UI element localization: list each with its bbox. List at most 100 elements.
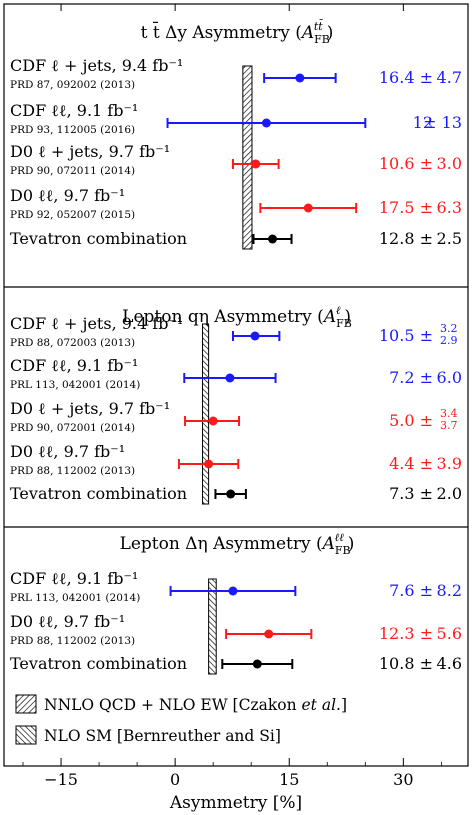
x-tick-label: 15	[279, 770, 299, 789]
legend-swatch-nlo	[15, 725, 37, 745]
central-value-point	[204, 459, 214, 469]
x-tick-label: −15	[44, 770, 78, 789]
measurement-label: CDF ℓℓ, 9.1 fb⁻¹	[10, 356, 138, 375]
measurement-label: D0 ℓℓ, 9.7 fb⁻¹	[10, 612, 125, 631]
measurement-row: D0 ℓ + jets, 9.7 fb⁻¹ PRD 90, 072011 (201…	[10, 142, 462, 177]
measurement-label: D0 ℓ + jets, 9.7 fb⁻¹	[10, 399, 170, 418]
measurement-reference: PRD 90, 072011 (2014)	[10, 165, 135, 177]
error-down-text: 2.9	[440, 334, 458, 347]
value-text: 10.5 ±	[379, 326, 433, 345]
panel-separators	[4, 286, 468, 528]
measurement-reference: PRD 92, 052007 (2015)	[10, 209, 135, 221]
measurement-label: Tevatron combination	[10, 484, 187, 503]
error-text: 8.2	[437, 581, 462, 600]
central-value-point	[250, 331, 260, 341]
measurement-row: CDF ℓ + jets, 9.4 fb⁻¹ PRD 87, 092002 (20…	[10, 56, 462, 91]
measurement-row: CDF ℓℓ, 9.1 fb⁻¹ PRL 113, 042001 (2014) 7.…	[10, 569, 462, 604]
error-text: ± 13	[423, 113, 462, 132]
measurement-row: D0 ℓℓ, 9.7 fb⁻¹ PRD 88, 112002 (2013) 4.4 …	[10, 442, 462, 477]
error-text: 4.6	[437, 654, 462, 673]
central-value-point	[251, 159, 261, 169]
panel-title: t t̄ Δy Asymmetry (AFBtt̄)	[141, 20, 334, 46]
measurement-reference: PRD 88, 112002 (2013)	[10, 635, 135, 647]
measurement-row: D0 ℓℓ, 9.7 fb⁻¹ PRD 88, 112002 (2013) 12.3…	[10, 612, 462, 647]
central-value-point	[268, 234, 278, 244]
value-text: 16.4 ±	[379, 68, 433, 87]
measurement-label: D0 ℓ + jets, 9.7 fb⁻¹	[10, 142, 170, 161]
panel-3: Lepton Δη Asymmetry (AFBℓℓ) CDF ℓℓ, 9.1 f…	[10, 531, 462, 675]
legend-label: NLO SM [Bernreuther and Si]	[44, 727, 281, 745]
value-text: 7.6 ±	[389, 581, 433, 600]
central-value-point	[264, 629, 274, 639]
error-text: 5.6	[437, 624, 462, 643]
panels: t t̄ Δy Asymmetry (AFBtt̄) CDF ℓ + jets, …	[10, 20, 462, 675]
error-text: 2.5	[437, 229, 462, 248]
measurement-reference: PRL 113, 042001 (2014)	[10, 592, 140, 604]
central-value-point	[295, 73, 305, 83]
error-text: 2.0	[437, 484, 462, 503]
value-text: 5.0 ±	[389, 411, 433, 430]
value-text: 12.8 ±	[379, 229, 433, 248]
error-text: 6.3	[437, 198, 462, 217]
measurement-row: CDF ℓℓ, 9.1 fb⁻¹ PRD 93, 112005 (2016) 12±…	[10, 101, 462, 136]
error-text: 4.7	[437, 68, 462, 87]
error-up-text: 3.4	[440, 407, 458, 420]
x-tick-label: 0	[170, 770, 180, 789]
measurement-reference: PRD 88, 072003 (2013)	[10, 337, 135, 349]
measurement-row: Tevatron combination 7.3 ±2.0	[10, 484, 462, 503]
central-value-point	[303, 203, 313, 213]
error-up-text: 3.2	[440, 322, 458, 335]
measurement-row: CDF ℓ + jets, 9.4 fb⁻¹ PRD 88, 072003 (20…	[10, 314, 458, 349]
value-text: 10.6 ±	[379, 154, 433, 173]
measurement-row: CDF ℓℓ, 9.1 fb⁻¹ PRL 113, 042001 (2014) 7.…	[10, 356, 462, 391]
measurement-reference: PRD 93, 112005 (2016)	[10, 124, 135, 136]
panel-title: Lepton qη Asymmetry (AFBℓ)	[122, 304, 352, 330]
measurement-label: CDF ℓ + jets, 9.4 fb⁻¹	[10, 314, 183, 333]
legend-label: NNLO QCD + NLO EW [Czakon et al.]	[44, 696, 347, 714]
central-value-point	[226, 489, 236, 499]
measurement-label: Tevatron combination	[10, 654, 187, 673]
central-value-point	[208, 416, 218, 426]
plot-frame	[3, 3, 469, 767]
error-down-text: 3.7	[440, 419, 458, 432]
value-text: 7.2 ±	[389, 368, 433, 387]
measurement-reference: PRD 90, 072001 (2014)	[10, 422, 135, 434]
error-text: 3.9	[437, 454, 462, 473]
measurement-label: D0 ℓℓ, 9.7 fb⁻¹	[10, 442, 125, 461]
measurement-row: D0 ℓℓ, 9.7 fb⁻¹ PRD 92, 052007 (2015) 17.5…	[10, 186, 462, 221]
measurement-label: CDF ℓℓ, 9.1 fb⁻¹	[10, 101, 138, 120]
error-text: 3.0	[437, 154, 462, 173]
value-text: 7.3 ±	[389, 484, 433, 503]
x-axis-label: Asymmetry [%]	[169, 793, 302, 813]
value-text: 12.3 ±	[379, 624, 433, 643]
value-text: 17.5 ±	[379, 198, 433, 217]
theory-band	[202, 323, 210, 505]
theory-band	[208, 578, 217, 675]
measurement-row: Tevatron combination 12.8 ±2.5	[10, 229, 462, 248]
value-text: 4.4 ±	[389, 454, 433, 473]
measurement-label: D0 ℓℓ, 9.7 fb⁻¹	[10, 186, 125, 205]
measurement-label: Tevatron combination	[10, 229, 187, 248]
central-value-point	[252, 659, 262, 669]
central-value-point	[225, 373, 235, 383]
x-axis: −15 0 15 30	[22, 4, 442, 789]
measurement-reference: PRL 113, 042001 (2014)	[10, 379, 140, 391]
measurement-reference: PRD 88, 112002 (2013)	[10, 465, 135, 477]
value-text: 10.8 ±	[379, 654, 433, 673]
x-tick-label: 30	[393, 770, 413, 789]
legend: NNLO QCD + NLO EW [Czakon et al.] NLO SM …	[15, 694, 347, 745]
measurement-row: Tevatron combination 10.8 ±4.6	[10, 654, 462, 673]
theory-band	[242, 65, 253, 250]
measurement-row: D0 ℓ + jets, 9.7 fb⁻¹ PRD 90, 072001 (201…	[10, 399, 458, 434]
measurement-label: CDF ℓ + jets, 9.4 fb⁻¹	[10, 56, 183, 75]
panel-2: Lepton qη Asymmetry (AFBℓ)CDF ℓ + jets, …	[10, 304, 462, 505]
value-text: 12	[413, 113, 433, 132]
legend-swatch-nnlo	[15, 694, 37, 714]
measurement-reference: PRD 87, 092002 (2013)	[10, 79, 135, 91]
panel-1: t t̄ Δy Asymmetry (AFBtt̄) CDF ℓ + jets, …	[10, 20, 462, 250]
measurement-label: CDF ℓℓ, 9.1 fb⁻¹	[10, 569, 138, 588]
central-value-point	[228, 586, 238, 596]
panel-title: Lepton Δη Asymmetry (AFBℓℓ)	[120, 531, 355, 557]
central-value-point	[261, 118, 271, 128]
